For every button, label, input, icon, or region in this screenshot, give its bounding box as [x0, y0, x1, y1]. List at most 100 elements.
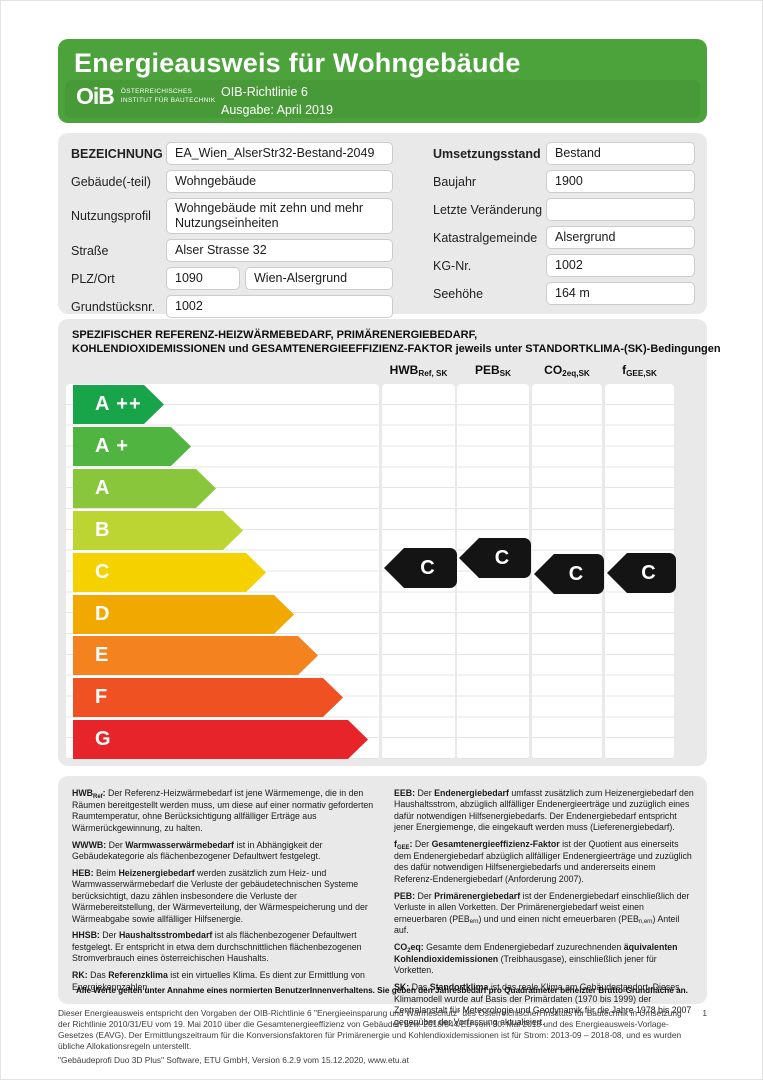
definition-item: HEB: Beim Heizenergiebedarf werden zusät…: [72, 868, 380, 925]
energy-rating-panel: SPEZIFISCHER REFERENZ-HEIZWÄRMEBEDARF, P…: [58, 319, 721, 766]
definition-body: Der Endenergiebedarf umfasst zusätzlich …: [394, 788, 694, 833]
form-row-label: Straße: [71, 243, 109, 258]
form-field-value: 1900: [546, 170, 695, 193]
form-row-fields: [546, 198, 695, 221]
oib-logo: OiB ÖSTERREICHISCHES INSTITUT FÜR BAUTEC…: [76, 85, 215, 108]
energy-class-arrow: G: [73, 720, 368, 759]
column-header-fgee: fGEE,SK: [622, 363, 657, 379]
energy-class-arrow: A +: [73, 427, 191, 466]
form-field-value: 1090: [166, 267, 240, 290]
form-row-label: Seehöhe: [433, 286, 484, 301]
column-header-peb: PEBSK: [474, 363, 512, 379]
energy-class-label: F: [95, 686, 109, 708]
rating-value: C: [641, 561, 656, 584]
oib-logo-caption: ÖSTERREICHISCHES INSTITUT FÜR BAUTECHNIK: [121, 88, 216, 105]
definition-item: HHSB: Der Haushaltsstrombedarf ist als f…: [72, 930, 380, 964]
definition-body: Der Referenz-Heizwärmebedarf ist jene Wä…: [72, 788, 374, 833]
form-row-fields: Wohngebäude: [166, 170, 393, 193]
form-row-fields: Alser Strasse 32: [166, 239, 393, 262]
definition-item: PEB: Der Primärenergiebedarf ist der End…: [394, 891, 696, 937]
definition-item: CO2eq: Gesamte dem Endenergiebedarf zuzu…: [394, 942, 696, 977]
form-field-value: Wohngebäude mit zehn und mehr Nutzungsei…: [166, 198, 393, 234]
energy-class-arrow: A: [73, 469, 216, 508]
form-row-label: Gebäude(-teil): [71, 174, 151, 189]
energy-class-label: A: [95, 477, 111, 499]
page-title: Energieausweis für Wohngebäude: [74, 48, 521, 78]
form-row-label: PLZ/Ort: [71, 271, 115, 286]
definition-body: Das Standortklima ist das reale Klima am…: [394, 982, 692, 1027]
oib-richtlinie-block: OIB-Richtlinie 6 Ausgabe: April 2019: [221, 84, 333, 119]
form-row: Umsetzungsstand Bestand: [433, 142, 695, 165]
form-row-fields: Alsergrund: [546, 226, 695, 249]
energy-class-label: E: [95, 644, 110, 666]
definition-body: Der Warmwasserwärmebedarf ist in Abhängi…: [72, 839, 323, 861]
oib-logo-caption-line2: INSTITUT FÜR BAUTECHNIK: [120, 96, 216, 104]
form-row-label: Umsetzungsstand: [433, 146, 541, 161]
energy-class-arrow: C: [73, 553, 266, 592]
definition-body: Der Gesamtenergieeffizienz-Faktor ist de…: [394, 839, 692, 884]
definition-abbr: HEB:: [72, 867, 94, 878]
form-row-fields: 1002: [546, 254, 695, 277]
building-info-left-column: BEZEICHNUNG EA_Wien_AlserStr32-Bestand-20…: [71, 142, 393, 318]
chart-title-line2: KOHLENDIOXIDEMISSIONEN und GESAMTENERGIE…: [72, 343, 721, 355]
building-info-right-column: Umsetzungsstand Bestand Baujahr 1900 Letzte …: [433, 142, 695, 305]
rating-value: C: [568, 562, 584, 585]
energy-class-label: A ++: [95, 393, 142, 415]
form-field-value: 164 m: [546, 282, 695, 305]
form-row: BEZEICHNUNG EA_Wien_AlserStr32-Bestand-20…: [71, 142, 393, 165]
form-row: Katastralgemeinde Alsergrund: [433, 226, 695, 249]
energy-class-arrow: D: [73, 595, 294, 634]
definition-item: SK: Das Standortklima ist das reale Klim…: [394, 982, 696, 1028]
definition-abbr: SK:: [394, 982, 410, 993]
oib-logo-caption-line1: ÖSTERREICHISCHES: [120, 87, 193, 95]
rating-value: C: [494, 546, 510, 569]
definition-item: HWBRef: Der Referenz-Heizwärmebedarf ist…: [72, 788, 380, 834]
definitions-left-column: HWBRef: Der Referenz-Heizwärmebedarf ist…: [72, 788, 380, 999]
normalized-usage-note: Alle Werte gelten unter Annahme eines no…: [76, 986, 688, 995]
form-row-fields: Bestand: [546, 142, 695, 165]
form-row: Seehöhe 164 m: [433, 282, 695, 305]
definition-abbr: WWWB:: [72, 839, 107, 850]
form-row-fields: 1002: [166, 295, 393, 318]
form-row: Grundstücksnr. 1002: [71, 295, 393, 318]
rating-value: C: [420, 556, 435, 579]
form-row-label: Nutzungsprofil: [71, 209, 151, 223]
definitions-right-column: EEB: Der Endenergiebedarf umfasst zusätz…: [394, 788, 696, 1034]
form-row: Baujahr 1900: [433, 170, 695, 193]
energy-class-label: A +: [95, 435, 129, 457]
definition-abbr: RK:: [72, 970, 88, 981]
richtlinie-label: OIB-Richtlinie 6: [221, 85, 308, 99]
definition-abbr: HHSB:: [72, 930, 100, 941]
form-row: Nutzungsprofil Wohngebäude mit zehn und m…: [71, 198, 393, 234]
footer: 1 Dieser Energieausweis entspricht den V…: [58, 1008, 707, 1069]
form-row: Gebäude(-teil) Wohngebäude: [71, 170, 393, 193]
definition-body: Der Haushaltsstrombedarf ist als flächen…: [72, 930, 362, 964]
definition-abbr: fGEE:: [394, 839, 413, 851]
header-banner: Energieausweis für Wohngebäude OiB ÖSTER…: [58, 39, 707, 123]
form-field-value: Bestand: [546, 142, 695, 165]
form-field-value: 1002: [166, 295, 393, 318]
form-field-value: Wohngebäude: [166, 170, 393, 193]
definition-item: fGEE: Der Gesamtenergieeffizienz-Faktor …: [394, 839, 696, 885]
form-row-label: BEZEICHNUNG: [71, 146, 163, 161]
form-field-value: 1002: [546, 254, 695, 277]
definition-item: EEB: Der Endenergiebedarf umfasst zusätz…: [394, 788, 696, 834]
form-row-label: Baujahr: [433, 174, 477, 189]
energy-class-label: C: [95, 561, 111, 583]
form-row-fields: 1090 Wien-Alsergrund: [166, 267, 393, 290]
footer-software-text: "Gebäudeprofi Duo 3D Plus" Software, ETU…: [58, 1055, 409, 1066]
energy-class-arrow: A ++: [73, 385, 164, 424]
energy-class-label: D: [95, 603, 111, 625]
oib-logo-mark: OiB: [76, 83, 115, 109]
definition-body: Beim Heizenergiebedarf werden zusätzlich…: [72, 867, 368, 924]
form-field-value: Wien-Alsergrund: [245, 267, 393, 290]
definition-abbr: EEB:: [394, 788, 416, 798]
form-row-fields: EA_Wien_AlserStr32-Bestand-2049: [166, 142, 393, 165]
definition-item: RK: Das Referenzklima ist ein virtuelles…: [72, 970, 380, 993]
definition-abbr: PEB:: [394, 890, 416, 901]
form-row-label: Letzte Veränderung: [433, 202, 543, 217]
ausgabe-label: Ausgabe: April 2019: [221, 102, 333, 117]
form-row-label: Katastralgemeinde: [433, 230, 538, 245]
column-header-hwb: HWBRef, SK: [389, 363, 448, 379]
